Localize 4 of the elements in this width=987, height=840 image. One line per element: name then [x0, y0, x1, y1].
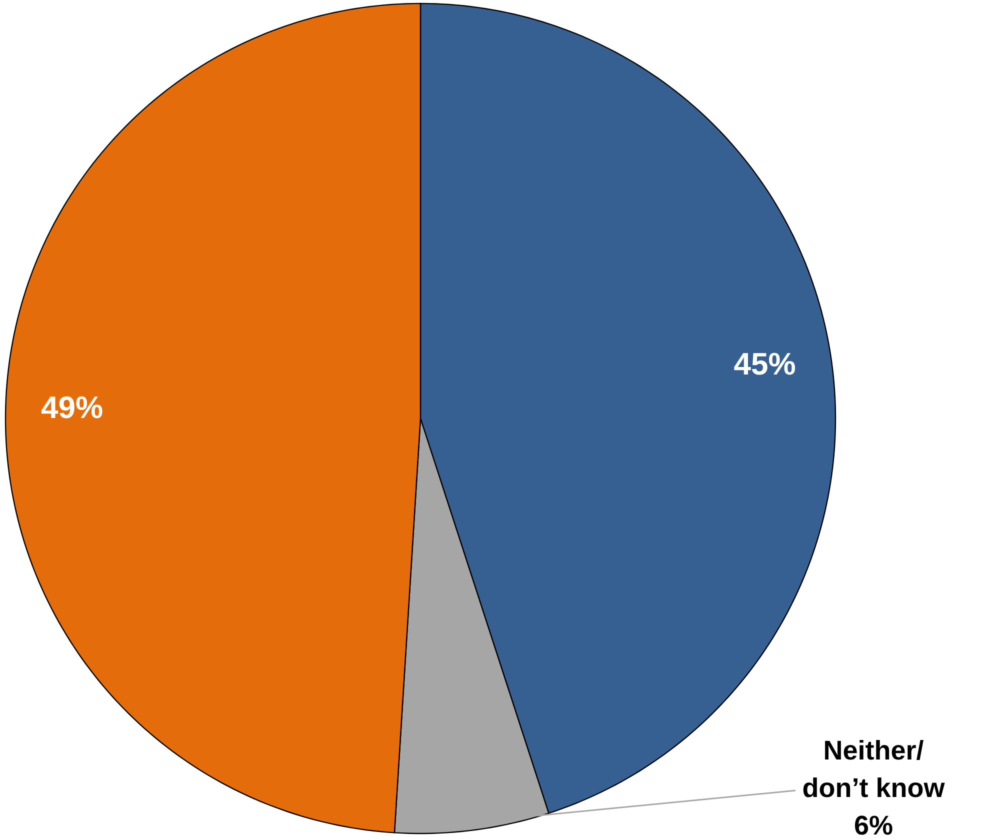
slice-label: Neither/ don’t know: [802, 736, 946, 803]
data-label: 49%: [41, 390, 104, 426]
data-label: 6%: [854, 810, 894, 840]
data-label: 45%: [734, 346, 796, 382]
